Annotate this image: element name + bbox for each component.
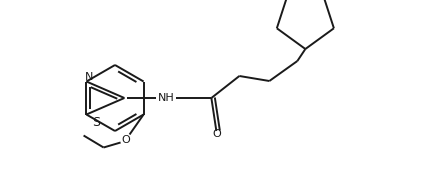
Text: O: O	[121, 134, 130, 145]
Text: S: S	[93, 116, 101, 129]
Text: O: O	[212, 129, 221, 139]
Text: N: N	[85, 71, 93, 81]
Text: NH: NH	[158, 93, 175, 103]
